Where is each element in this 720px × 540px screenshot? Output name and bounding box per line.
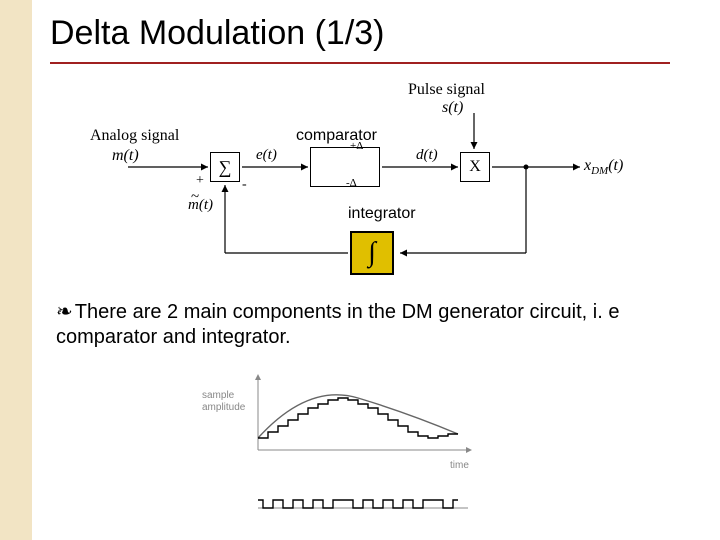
pulse-signal-label: Pulse signal <box>408 81 485 99</box>
comparator-label: comparator <box>296 127 377 145</box>
minus-sign: - <box>242 177 247 193</box>
comparator-block <box>310 147 380 187</box>
y-axis-label: sample <box>202 390 235 401</box>
svg-text:amplitude: amplitude <box>202 402 246 413</box>
plus-delta-label: +Δ <box>350 140 363 152</box>
summer-block: ∑ <box>210 152 240 182</box>
x-dm-t-label: xDM(t) <box>584 157 623 177</box>
x-axis-label: time <box>450 460 469 471</box>
bullet-icon: ❧ <box>56 301 73 323</box>
body-line: There are 2 main components in the DM ge… <box>56 301 619 348</box>
analog-signal-label: Analog signal <box>90 127 179 145</box>
title-underline <box>50 62 670 64</box>
multiplier-block: X <box>460 152 490 182</box>
plus-sign: + <box>196 173 204 189</box>
d-t-label: d(t) <box>416 147 438 164</box>
minus-delta-label: -Δ <box>346 177 357 189</box>
m-t-label: m(t) <box>112 147 139 165</box>
body-text: ❧There are 2 main components in the DM g… <box>56 300 686 350</box>
integrator-label: integrator <box>348 205 416 223</box>
page-title: Delta Modulation (1/3) <box>50 14 385 53</box>
integrator-block: ∫ <box>350 231 394 275</box>
s-t-label: s(t) <box>442 99 463 117</box>
m-tilde-label: ~ m(t) <box>188 197 213 214</box>
e-t-label: e(t) <box>256 147 277 164</box>
block-diagram: Pulse signal s(t) Analog signal m(t) ∑ +… <box>90 85 650 285</box>
waveform-thumbnail: sample amplitude time <box>200 368 490 528</box>
sidebar-strip <box>0 0 32 540</box>
